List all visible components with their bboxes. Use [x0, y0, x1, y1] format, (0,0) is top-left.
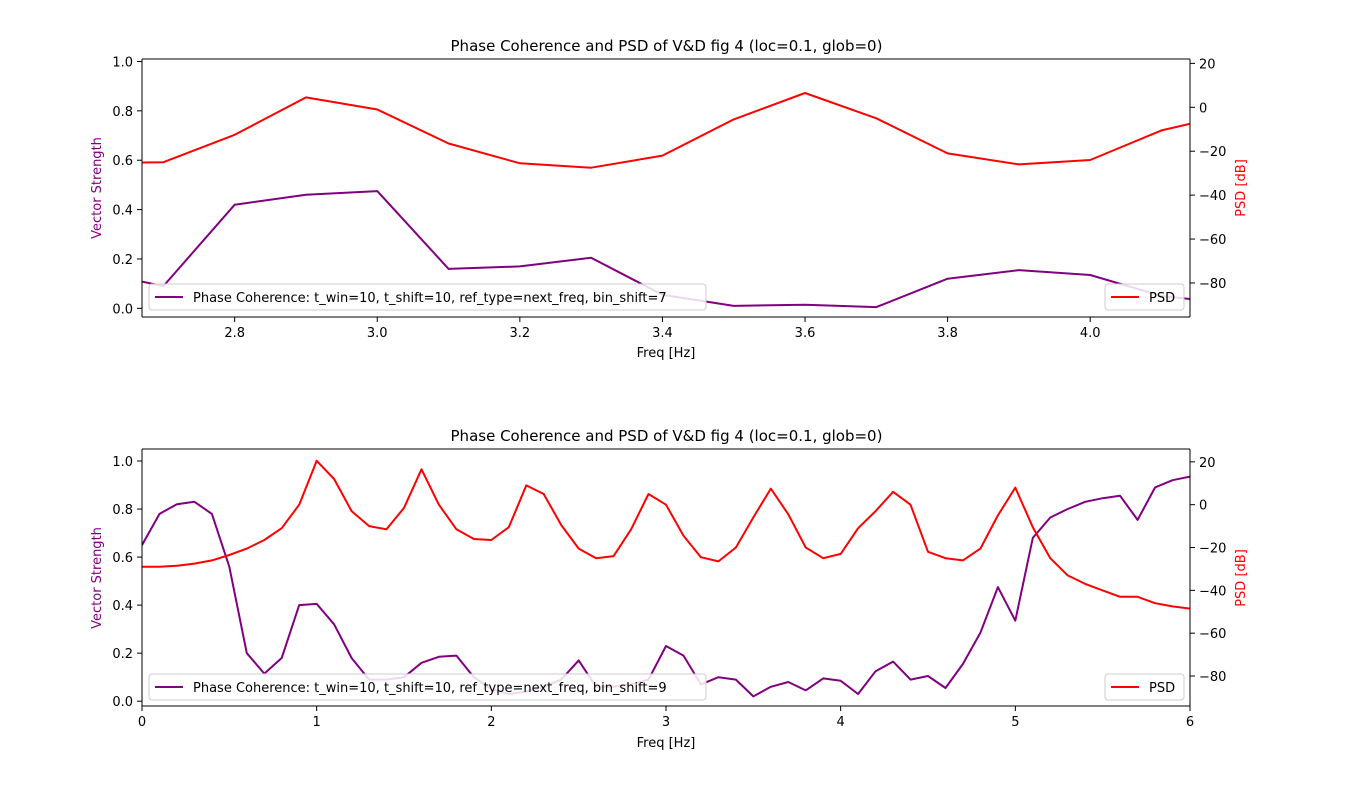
- right-y-tick-label: −60: [1199, 627, 1226, 642]
- left-y-tick-label: 0.0: [112, 695, 133, 710]
- right-y-tick-label: 0: [1199, 499, 1207, 514]
- left-y-tick-label: 0.2: [112, 253, 133, 268]
- x-tick-label: 3: [662, 715, 670, 730]
- x-tick-label: 6: [1186, 715, 1194, 730]
- x-tick-label: 3.4: [652, 326, 673, 341]
- right-y-tick-label: −40: [1199, 584, 1226, 599]
- subplot-2: Phase Coherence and PSD of V&D fig 4 (lo…: [90, 427, 1249, 751]
- left-y-tick-label: 0.6: [112, 551, 133, 566]
- subplot-1-axis-frame: [141, 58, 1191, 318]
- x-tick-label: 1: [313, 715, 321, 730]
- subplot-1-ylabel-left: Vector Strength: [90, 137, 105, 239]
- subplot-1-right-ticks: −80 −60 −40 −20 0 20: [1190, 57, 1226, 292]
- subplot-2-ylabel-left: Vector Strength: [90, 527, 105, 629]
- legend-label-psd: PSD: [1149, 681, 1175, 696]
- vector-strength-line: [142, 475, 1190, 698]
- right-y-tick-label: 20: [1199, 456, 1216, 471]
- x-tick-label: 2.8: [224, 326, 245, 341]
- subplot-2-legend-right: PSD: [1104, 673, 1185, 701]
- legend-label-vector-strength: Phase Coherence: t_win=10, t_shift=10, r…: [193, 291, 667, 306]
- legend-box: [148, 673, 707, 701]
- subplot-1: Phase Coherence and PSD of V&D fig 4 (lo…: [90, 37, 1249, 361]
- legend-box: [1104, 673, 1185, 701]
- right-y-tick-label: −20: [1199, 145, 1226, 160]
- subplot-2-left-ticks: 0.0 0.2 0.4 0.6 0.8 1.0: [112, 455, 142, 710]
- x-tick-label: 4: [837, 715, 845, 730]
- x-tick-label: 5: [1011, 715, 1019, 730]
- left-y-tick-label: 0.8: [112, 105, 133, 120]
- right-y-tick-label: −60: [1199, 233, 1226, 248]
- legend-box: [1104, 283, 1185, 311]
- x-tick-label: 2: [487, 715, 495, 730]
- legend-label-psd: PSD: [1149, 291, 1175, 306]
- left-y-tick-label: 0.2: [112, 647, 133, 662]
- psd-line: [142, 459, 1190, 610]
- x-tick-label: 0: [138, 715, 146, 730]
- subplot-1-ylabel-right: PSD [dB]: [1234, 159, 1249, 217]
- x-tick-label: 3.0: [367, 326, 388, 341]
- subplot-1-left-ticks: 0.0 0.2 0.4 0.6 0.8 1.0: [112, 55, 142, 317]
- right-y-tick-label: −40: [1199, 189, 1226, 204]
- left-y-tick-label: 0.4: [112, 599, 133, 614]
- subplot-1-legend-right: PSD: [1104, 283, 1185, 311]
- subplot-2-ylabel-right: PSD [dB]: [1234, 549, 1249, 607]
- left-y-tick-label: 1.0: [112, 55, 133, 70]
- legend-label-vector-strength: Phase Coherence: t_win=10, t_shift=10, r…: [193, 681, 667, 696]
- subplot-1-x-ticks: 2.8 3.0 3.2 3.4 3.6 3.8 4.0: [224, 317, 1101, 341]
- subplot-1-title: Phase Coherence and PSD of V&D fig 4 (lo…: [451, 37, 883, 55]
- subplot-2-legend-left: Phase Coherence: t_win=10, t_shift=10, r…: [148, 673, 707, 701]
- psd-line: [142, 92, 1190, 169]
- left-y-tick-label: 1.0: [112, 455, 133, 470]
- left-y-tick-label: 0.8: [112, 503, 133, 518]
- subplot-1-xlabel: Freq [Hz]: [637, 346, 696, 361]
- legend-box: [148, 283, 707, 311]
- right-y-tick-label: −20: [1199, 542, 1226, 557]
- left-y-tick-label: 0.6: [112, 154, 133, 169]
- right-y-tick-label: −80: [1199, 277, 1226, 292]
- subplot-1-legend-left: Phase Coherence: t_win=10, t_shift=10, r…: [148, 283, 707, 311]
- subplot-2-xlabel: Freq [Hz]: [637, 736, 696, 751]
- right-y-tick-label: 20: [1199, 57, 1216, 72]
- x-tick-label: 3.8: [937, 326, 958, 341]
- x-tick-label: 4.0: [1080, 326, 1101, 341]
- left-y-tick-label: 0.4: [112, 204, 133, 219]
- x-tick-label: 3.2: [510, 326, 531, 341]
- subplot-2-title: Phase Coherence and PSD of V&D fig 4 (lo…: [451, 427, 883, 445]
- subplot-2-lines: [142, 459, 1190, 698]
- x-tick-label: 3.6: [795, 326, 816, 341]
- right-y-tick-label: 0: [1199, 101, 1207, 116]
- left-y-tick-label: 0.0: [112, 302, 133, 317]
- subplot-2-x-ticks: 0 1 2 3 4 5 6: [138, 706, 1194, 730]
- right-y-tick-label: −80: [1199, 670, 1226, 685]
- subplot-2-right-ticks: −80 −60 −40 −20 0 20: [1190, 456, 1226, 685]
